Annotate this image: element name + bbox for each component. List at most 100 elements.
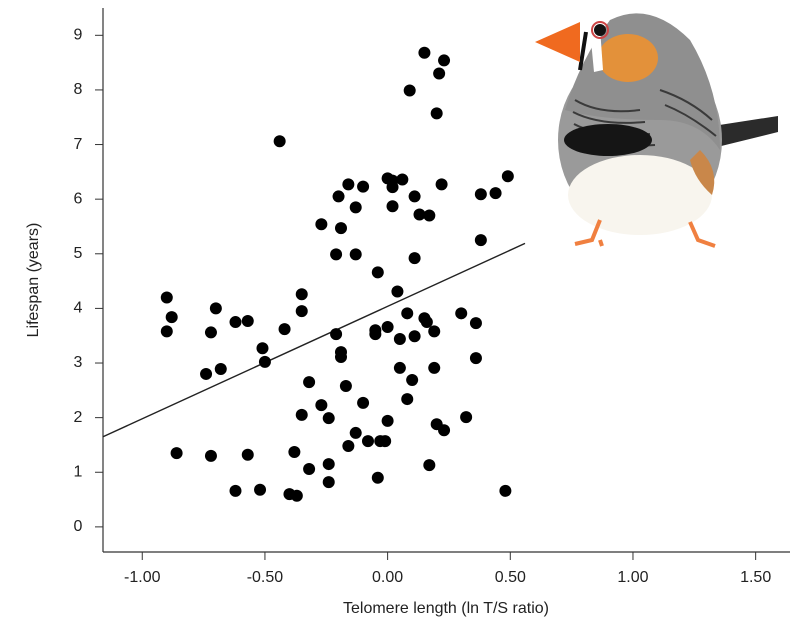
data-point xyxy=(322,458,335,471)
data-point xyxy=(303,462,316,475)
data-point xyxy=(342,178,355,191)
data-point xyxy=(254,483,267,496)
data-point xyxy=(303,376,316,389)
data-point xyxy=(391,285,404,298)
x-tick-label: 1.00 xyxy=(617,569,648,586)
data-point xyxy=(273,135,286,148)
data-point xyxy=(423,459,436,472)
data-point xyxy=(369,324,382,337)
data-point xyxy=(474,234,487,247)
data-point xyxy=(258,355,271,368)
data-point xyxy=(393,332,406,345)
data-point xyxy=(386,174,399,187)
data-point xyxy=(499,484,512,497)
data-point xyxy=(241,448,254,461)
data-point xyxy=(408,252,421,265)
y-tick-label: 4 xyxy=(74,300,83,317)
data-point xyxy=(165,311,178,324)
data-point xyxy=(371,266,384,279)
data-point xyxy=(406,373,419,386)
data-point xyxy=(423,209,436,222)
data-point xyxy=(334,222,347,235)
x-axis-title: Telomere length (ln T/S ratio) xyxy=(343,600,549,617)
data-point xyxy=(408,330,421,343)
data-point xyxy=(322,476,335,489)
data-point xyxy=(393,361,406,374)
data-point xyxy=(381,320,394,333)
data-point xyxy=(295,305,308,318)
data-point xyxy=(418,46,431,59)
y-tick-label: 9 xyxy=(74,27,83,44)
data-point xyxy=(361,435,374,448)
data-point xyxy=(357,180,370,193)
x-tick-label: 0.50 xyxy=(495,569,526,586)
data-point xyxy=(408,190,421,203)
y-tick-label: 5 xyxy=(74,245,83,262)
data-point xyxy=(204,326,217,339)
y-tick-label: 7 xyxy=(74,136,83,153)
y-tick-label: 8 xyxy=(74,81,83,98)
data-point xyxy=(474,188,487,201)
data-point xyxy=(386,200,399,213)
data-point xyxy=(460,411,473,424)
fit-line xyxy=(102,242,526,438)
data-point xyxy=(401,307,414,320)
data-point xyxy=(315,218,328,231)
y-axis-title: Lifespan (years) xyxy=(25,223,42,338)
data-point xyxy=(413,208,426,221)
data-point xyxy=(455,307,468,320)
data-point xyxy=(349,426,362,439)
data-point xyxy=(438,424,451,437)
data-point xyxy=(489,187,502,200)
y-tick-label: 6 xyxy=(74,190,83,207)
data-point xyxy=(381,414,394,427)
data-point xyxy=(501,170,514,183)
data-point xyxy=(401,393,414,406)
data-point xyxy=(357,396,370,409)
data-point xyxy=(209,302,222,315)
data-point xyxy=(241,314,254,327)
data-point xyxy=(295,288,308,301)
x-tick-label: 1.50 xyxy=(740,569,771,586)
y-tick-label: 0 xyxy=(74,518,83,535)
data-point xyxy=(332,190,345,203)
data-point xyxy=(334,351,347,364)
data-point xyxy=(469,352,482,365)
data-point xyxy=(288,446,301,459)
data-point xyxy=(160,325,173,338)
data-point xyxy=(330,248,343,261)
data-point xyxy=(229,316,242,329)
data-point xyxy=(200,367,213,380)
data-point xyxy=(339,379,352,392)
data-point xyxy=(278,323,291,336)
data-point xyxy=(396,173,409,186)
data-point xyxy=(295,408,308,421)
data-point xyxy=(315,399,328,412)
y-tick-label: 3 xyxy=(74,354,83,371)
data-point xyxy=(349,248,362,261)
data-point xyxy=(403,84,416,97)
data-point xyxy=(435,178,448,191)
data-point xyxy=(349,201,362,214)
data-point xyxy=(420,316,433,329)
x-tick-label: -0.50 xyxy=(247,569,284,586)
data-point xyxy=(322,412,335,425)
data-point xyxy=(433,67,446,80)
y-tick-label: 1 xyxy=(74,463,83,480)
data-point xyxy=(256,342,269,355)
data-point xyxy=(469,317,482,330)
data-point xyxy=(379,435,392,448)
data-point xyxy=(170,447,183,460)
data-point xyxy=(229,484,242,497)
x-tick-label: 0.00 xyxy=(372,569,403,586)
data-point xyxy=(430,107,443,120)
data-point xyxy=(214,363,227,376)
data-point xyxy=(371,471,384,484)
x-tick-label: -1.00 xyxy=(124,569,161,586)
data-point xyxy=(160,291,173,304)
data-point xyxy=(204,449,217,462)
data-point xyxy=(290,489,303,502)
y-tick-label: 2 xyxy=(74,409,83,426)
data-point xyxy=(428,325,441,338)
